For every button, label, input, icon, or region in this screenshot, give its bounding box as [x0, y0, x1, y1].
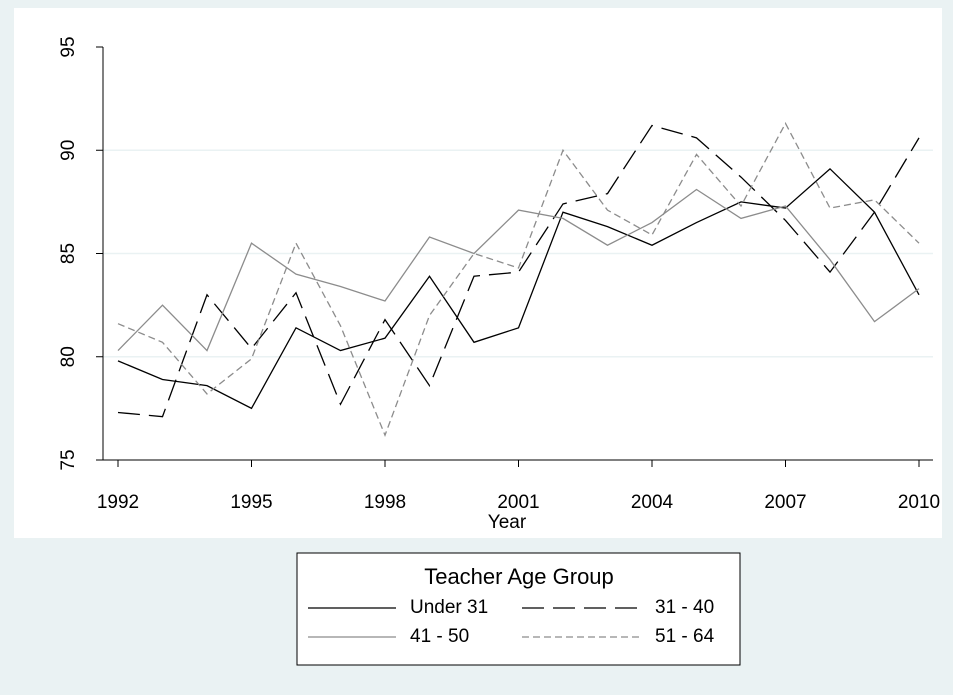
x-tick-label: 1995 — [230, 492, 272, 513]
x-tick-label: 2007 — [764, 492, 806, 513]
x-tick-label: 2004 — [631, 492, 674, 513]
x-tick-label: 1992 — [97, 492, 139, 513]
legend-label: 51 - 64 — [655, 626, 715, 647]
y-tick-label: 95 — [58, 36, 79, 57]
legend-box — [296, 552, 741, 666]
x-axis-title: Year — [488, 512, 527, 533]
legend-label: 41 - 50 — [410, 626, 469, 647]
y-tick-label: 75 — [58, 449, 79, 470]
series-line — [117, 124, 920, 418]
y-tick-label: 90 — [58, 140, 79, 161]
series-line — [117, 188, 920, 352]
y-tick-label: 85 — [58, 243, 79, 264]
y-tick-label: 80 — [58, 346, 79, 367]
x-tick-label: 2001 — [497, 492, 539, 513]
x-tick-label: 1998 — [364, 492, 406, 513]
series-line — [117, 167, 920, 410]
plot-background — [14, 8, 942, 538]
series-line — [117, 122, 920, 438]
x-tick-label: 2010 — [898, 492, 940, 513]
legend-title: Teacher Age Group — [424, 564, 614, 589]
legend-label: 31 - 40 — [655, 597, 714, 618]
legend-label: Under 31 — [410, 597, 488, 618]
